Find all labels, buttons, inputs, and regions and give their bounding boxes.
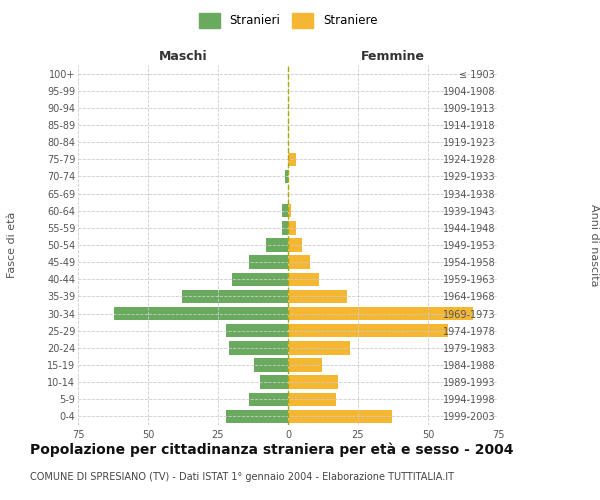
Bar <box>260 376 288 389</box>
Bar <box>288 358 322 372</box>
Bar <box>232 272 288 286</box>
Bar <box>288 221 296 234</box>
Bar <box>288 392 335 406</box>
Bar <box>266 238 288 252</box>
Bar <box>288 152 296 166</box>
Bar <box>288 238 302 252</box>
Bar <box>249 256 288 269</box>
Text: COMUNE DI SPRESIANO (TV) - Dati ISTAT 1° gennaio 2004 - Elaborazione TUTTITALIA.: COMUNE DI SPRESIANO (TV) - Dati ISTAT 1°… <box>30 472 454 482</box>
Bar <box>249 392 288 406</box>
Bar <box>288 272 319 286</box>
Bar <box>288 290 347 303</box>
Text: Popolazione per cittadinanza straniera per età e sesso - 2004: Popolazione per cittadinanza straniera p… <box>30 442 514 457</box>
Bar <box>283 221 288 234</box>
Bar <box>288 341 350 354</box>
Bar <box>288 307 473 320</box>
Text: Anni di nascita: Anni di nascita <box>589 204 599 286</box>
Bar <box>254 358 288 372</box>
Bar <box>288 256 310 269</box>
Text: Maschi: Maschi <box>158 50 208 62</box>
Bar <box>283 204 288 218</box>
Bar <box>288 204 291 218</box>
Text: Femmine: Femmine <box>361 50 425 62</box>
Bar <box>288 376 338 389</box>
Bar <box>226 324 288 338</box>
Bar <box>285 170 288 183</box>
Bar <box>229 341 288 354</box>
Legend: Stranieri, Straniere: Stranieri, Straniere <box>199 14 377 28</box>
Bar <box>226 410 288 423</box>
Bar <box>115 307 288 320</box>
Bar <box>288 410 392 423</box>
Text: Fasce di età: Fasce di età <box>7 212 17 278</box>
Bar <box>182 290 288 303</box>
Bar <box>288 324 448 338</box>
